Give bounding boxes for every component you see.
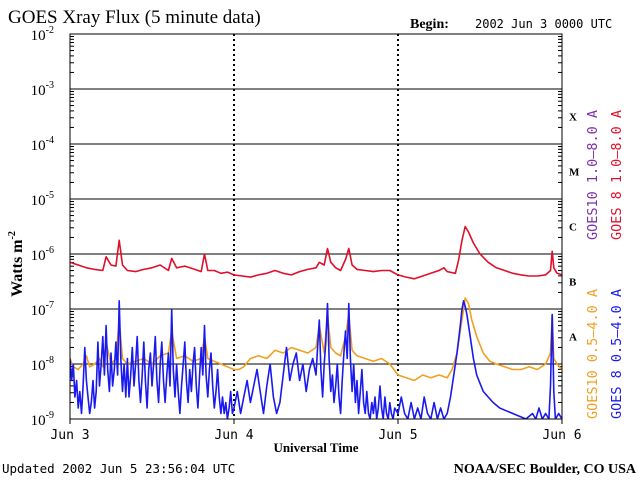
x-tick-label: Jun 3 bbox=[50, 428, 89, 443]
svg-text:Watts m-2: Watts m-2 bbox=[7, 231, 26, 297]
y-axis-title-exp: -2 bbox=[7, 231, 18, 239]
flare-class-label: C bbox=[569, 222, 577, 234]
plot-frame bbox=[69, 33, 563, 420]
y-tick-exp: -8 bbox=[46, 355, 54, 366]
y-tick-base: 10 bbox=[31, 193, 46, 209]
x-tick-label: Jun 6 bbox=[542, 428, 581, 443]
credit-line: NOAA/SEC Boulder, CO USA bbox=[454, 462, 637, 477]
y-tick-base: 10 bbox=[31, 358, 46, 374]
begin-label: Begin: bbox=[410, 17, 449, 32]
updated-timestamp: Updated 2002 Jun 5 23:56:04 UTC bbox=[2, 461, 235, 476]
y-axis-title-main: Watts m bbox=[9, 239, 26, 297]
legend-entry: GOES10 0.5–4.0 A bbox=[585, 289, 601, 419]
y-tick-base: 10 bbox=[31, 413, 46, 429]
data-series bbox=[70, 225, 562, 419]
y-tick-exp: -5 bbox=[46, 190, 54, 201]
y-tick-label: 10-5 bbox=[31, 190, 54, 209]
y-tick-exp: -4 bbox=[46, 135, 54, 146]
y-axis-title: Watts m-2 bbox=[7, 231, 26, 297]
y-tick-label: 10-4 bbox=[31, 135, 54, 154]
series-line bbox=[70, 300, 562, 419]
x-axis-title: Universal Time bbox=[273, 440, 358, 455]
y-tick-exp: -3 bbox=[46, 80, 54, 91]
x-tick-label: Jun 4 bbox=[214, 428, 253, 443]
y-tick-base: 10 bbox=[31, 303, 46, 319]
legend-entry: GOES 8 0.5–4.0 A bbox=[609, 289, 625, 419]
y-tick-label: 10-8 bbox=[31, 355, 54, 374]
flare-class-label: M bbox=[569, 167, 580, 179]
x-tick-label: Jun 5 bbox=[378, 428, 417, 443]
y-tick-base: 10 bbox=[31, 28, 46, 44]
y-tick-base: 10 bbox=[31, 138, 46, 154]
series-line bbox=[70, 225, 562, 280]
legend-entry: GOES 8 1.0–8.0 A bbox=[609, 110, 625, 240]
legend-entry: GOES10 1.0–8.0 A bbox=[585, 110, 601, 240]
y-tick-label: 10-9 bbox=[31, 410, 54, 429]
flare-class-label: B bbox=[569, 277, 577, 289]
begin-value: 2002 Jun 3 0000 UTC bbox=[475, 17, 612, 31]
y-tick-exp: -2 bbox=[46, 25, 54, 36]
x-tick-labels: Jun 3 Jun 4 Jun 5 Jun 6 bbox=[50, 419, 582, 443]
y-tick-label: 10-2 bbox=[31, 25, 54, 44]
legend: GOES10 1.0–8.0 A GOES 8 1.0–8.0 A GOES10 0… bbox=[585, 110, 625, 419]
y-tick-label: 10-7 bbox=[31, 300, 54, 319]
y-tick-labels: 10-210-310-410-510-610-710-810-9 bbox=[31, 25, 54, 429]
y-tick-label: 10-3 bbox=[31, 80, 54, 99]
y-tick-exp: -9 bbox=[46, 410, 54, 421]
flare-class-label: A bbox=[569, 332, 577, 344]
y-tick-base: 10 bbox=[31, 83, 46, 99]
flare-class-labels: X M C B A bbox=[569, 112, 580, 344]
chart-title: GOES Xray Flux (5 minute data) bbox=[8, 7, 261, 28]
y-tick-base: 10 bbox=[31, 248, 46, 264]
flare-class-label: X bbox=[569, 112, 577, 124]
day-separators bbox=[233, 34, 399, 419]
y-tick-label: 10-6 bbox=[31, 245, 54, 264]
y-tick-exp: -6 bbox=[46, 245, 54, 256]
y-tick-exp: -7 bbox=[46, 300, 54, 311]
